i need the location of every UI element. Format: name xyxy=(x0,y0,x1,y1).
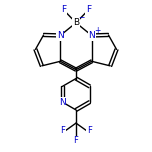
Text: F: F xyxy=(74,136,78,145)
Text: F: F xyxy=(87,126,92,135)
Text: F: F xyxy=(60,126,65,135)
Text: −: − xyxy=(78,13,84,22)
Text: F: F xyxy=(61,5,66,14)
Text: N: N xyxy=(88,31,95,40)
Text: B: B xyxy=(73,18,79,27)
Text: N: N xyxy=(59,98,66,107)
Text: F: F xyxy=(86,5,91,14)
Text: +: + xyxy=(94,26,100,35)
Text: N: N xyxy=(57,31,64,40)
